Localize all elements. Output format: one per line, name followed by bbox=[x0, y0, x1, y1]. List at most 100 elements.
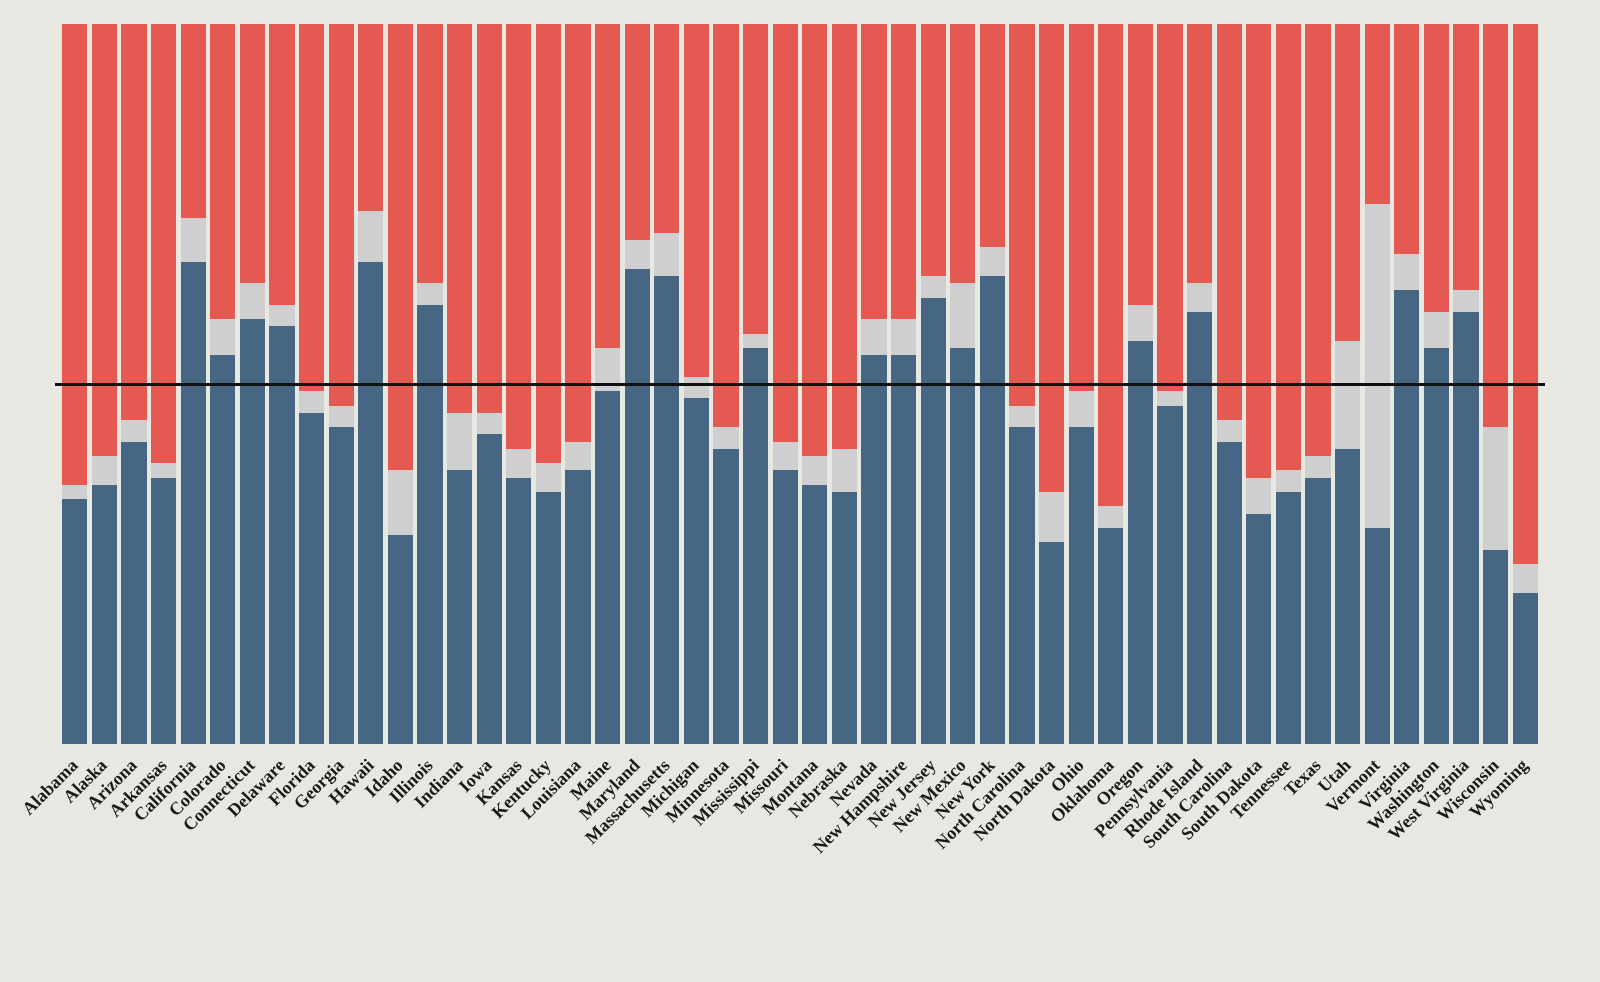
bar-segment-red bbox=[92, 24, 117, 456]
bar-segment-gray bbox=[506, 449, 531, 478]
bar-segment-gray bbox=[1246, 478, 1271, 514]
bar-segment-gray bbox=[743, 334, 768, 348]
bar-segment-red bbox=[417, 24, 442, 283]
bar-segment-red bbox=[1128, 24, 1153, 305]
bar-segment-gray bbox=[921, 276, 946, 298]
bar-segment-blue bbox=[358, 262, 383, 744]
bar-segment-blue bbox=[595, 391, 620, 744]
bar-segment-gray bbox=[891, 319, 916, 355]
bar-segment-blue bbox=[536, 492, 561, 744]
bar-segment-red bbox=[1098, 24, 1123, 506]
bar-segment-blue bbox=[1246, 514, 1271, 744]
bar-segment-blue bbox=[950, 348, 975, 744]
bar-segment-blue bbox=[447, 470, 472, 744]
bar-segment-gray bbox=[1305, 456, 1330, 478]
bar-segment-red bbox=[1246, 24, 1271, 478]
bar-segment-blue bbox=[832, 492, 857, 744]
bar-segment-blue bbox=[861, 355, 886, 744]
bar-segment-gray bbox=[832, 449, 857, 492]
bar-segment-gray bbox=[358, 211, 383, 261]
bar-segment-blue bbox=[181, 262, 206, 744]
bar-segment-red bbox=[1276, 24, 1301, 470]
bar-segment-gray bbox=[654, 233, 679, 276]
bar-segment-gray bbox=[980, 247, 1005, 276]
bar-segment-gray bbox=[477, 413, 502, 435]
bar-segment-blue bbox=[1098, 528, 1123, 744]
bar-segment-red bbox=[1513, 24, 1538, 564]
bar-segment-gray bbox=[210, 319, 235, 355]
bar-segment-red bbox=[1039, 24, 1064, 492]
bar-segment-gray bbox=[950, 283, 975, 348]
plot-area: AlabamaAlaskaArizonaArkansasCaliforniaCo… bbox=[60, 24, 1540, 744]
bar-segment-blue bbox=[1335, 449, 1360, 744]
bar-segment-gray bbox=[299, 391, 324, 413]
bar-segment-gray bbox=[417, 283, 442, 305]
bar-segment-blue bbox=[1187, 312, 1212, 744]
bar-segment-gray bbox=[861, 319, 886, 355]
bar-segment-gray bbox=[1098, 506, 1123, 528]
bar-segment-blue bbox=[802, 485, 827, 744]
bar-segment-gray bbox=[1424, 312, 1449, 348]
bar-segment-blue bbox=[891, 355, 916, 744]
bar-segment-red bbox=[1009, 24, 1034, 406]
bar-segment-gray bbox=[269, 305, 294, 327]
bar-segment-gray bbox=[1039, 492, 1064, 542]
bar-segment-red bbox=[299, 24, 324, 391]
bar-segment-blue bbox=[654, 276, 679, 744]
bar-segment-red bbox=[1365, 24, 1390, 204]
bar-segment-blue bbox=[1365, 528, 1390, 744]
bar-segment-blue bbox=[1305, 478, 1330, 744]
bar-segment-blue bbox=[210, 355, 235, 744]
bar-segment-gray bbox=[1394, 254, 1419, 290]
bar-segment-gray bbox=[92, 456, 117, 485]
bar-segment-blue bbox=[713, 449, 738, 744]
bar-segment-gray bbox=[62, 485, 87, 499]
bar-segment-blue bbox=[1128, 341, 1153, 744]
bar-segment-red bbox=[1069, 24, 1094, 391]
bar-segment-red bbox=[388, 24, 413, 470]
bar-segment-red bbox=[950, 24, 975, 283]
bar-segment-gray bbox=[1157, 391, 1182, 405]
bar-segment-gray bbox=[625, 240, 650, 269]
bar-segment-gray bbox=[1217, 420, 1242, 442]
bar-segment-red bbox=[595, 24, 620, 348]
bar-segment-red bbox=[773, 24, 798, 442]
bar-segment-gray bbox=[1187, 283, 1212, 312]
bar-segment-red bbox=[1187, 24, 1212, 283]
bar-segment-gray bbox=[181, 218, 206, 261]
bar-segment-gray bbox=[773, 442, 798, 471]
bar-segment-gray bbox=[240, 283, 265, 319]
bar-segment-blue bbox=[1009, 427, 1034, 744]
bar-segment-blue bbox=[1276, 492, 1301, 744]
bar-segment-blue bbox=[743, 348, 768, 744]
bar-segment-blue bbox=[269, 326, 294, 744]
bar-segment-red bbox=[684, 24, 709, 377]
bar-segment-gray bbox=[1276, 470, 1301, 492]
bar-segment-gray bbox=[713, 427, 738, 449]
bar-segment-red bbox=[1394, 24, 1419, 254]
bar-segment-blue bbox=[1483, 550, 1508, 744]
bar-segment-red bbox=[921, 24, 946, 276]
bar-segment-red bbox=[329, 24, 354, 406]
bar-segment-blue bbox=[92, 485, 117, 744]
bar-segment-gray bbox=[1069, 391, 1094, 427]
bar-segment-blue bbox=[1217, 442, 1242, 744]
bar-segment-blue bbox=[684, 398, 709, 744]
bar-segment-gray bbox=[1335, 341, 1360, 449]
bar-segment-red bbox=[477, 24, 502, 413]
bar-segment-blue bbox=[980, 276, 1005, 744]
bar-segment-red bbox=[62, 24, 87, 485]
bar-segment-red bbox=[802, 24, 827, 456]
bar-segment-blue bbox=[1513, 593, 1538, 744]
bar-segment-blue bbox=[121, 442, 146, 744]
bar-segment-red bbox=[151, 24, 176, 463]
bar-segment-gray bbox=[1453, 290, 1478, 312]
bar-segment-red bbox=[743, 24, 768, 334]
bar-segment-gray bbox=[121, 420, 146, 442]
bar-segment-gray bbox=[151, 463, 176, 477]
bar-segment-blue bbox=[477, 434, 502, 744]
bar-segment-gray bbox=[329, 406, 354, 428]
bar-segment-red bbox=[713, 24, 738, 427]
bar-segment-red bbox=[980, 24, 1005, 247]
bar-segment-blue bbox=[62, 499, 87, 744]
